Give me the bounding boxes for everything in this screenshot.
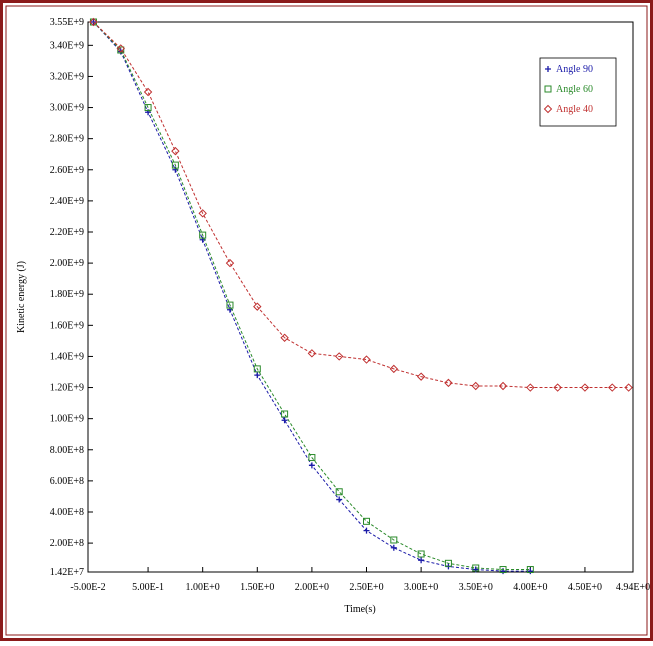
y-tick-label: 1.20E+9 bbox=[50, 383, 84, 394]
y-tick-label: 2.60E+9 bbox=[50, 165, 84, 176]
data-point bbox=[116, 44, 125, 53]
y-tick-label: 4.00E+8 bbox=[50, 507, 84, 518]
data-point bbox=[253, 302, 262, 311]
series-line bbox=[93, 21, 531, 572]
x-tick-label: 4.94E+0 bbox=[616, 582, 650, 593]
data-point bbox=[608, 383, 617, 392]
y-tick-label: 1.60E+9 bbox=[50, 320, 84, 331]
data-point bbox=[499, 566, 507, 574]
data-point bbox=[143, 87, 153, 97]
data-point bbox=[253, 365, 261, 373]
data-point bbox=[580, 383, 590, 392]
data-point bbox=[334, 352, 344, 361]
y-tick-label: 2.00E+8 bbox=[50, 538, 84, 549]
legend-marker bbox=[544, 85, 552, 93]
data-point bbox=[307, 349, 317, 358]
data-point bbox=[199, 231, 207, 239]
series-line bbox=[93, 21, 531, 571]
y-tick-label: 1.40E+9 bbox=[50, 351, 84, 362]
data-point bbox=[117, 46, 125, 54]
data-point bbox=[336, 496, 343, 503]
y-tick-label: 2.40E+9 bbox=[50, 196, 84, 207]
data-point bbox=[226, 301, 234, 309]
data-point bbox=[362, 355, 371, 364]
data-point bbox=[416, 372, 426, 381]
data-point bbox=[472, 566, 479, 573]
y-tick-label: 2.20E+9 bbox=[50, 227, 84, 238]
data-point bbox=[144, 104, 152, 112]
data-point bbox=[624, 383, 633, 392]
x-tick-label: 1.00E+0 bbox=[186, 582, 220, 593]
data-point bbox=[281, 417, 288, 424]
x-tick-label: 4.50E+0 bbox=[568, 582, 602, 593]
x-tick-label: 3.50E+0 bbox=[459, 582, 493, 593]
x-tick-label: 2.50E+0 bbox=[349, 582, 383, 593]
data-point bbox=[472, 564, 480, 572]
y-tick-label: 8.00E+8 bbox=[50, 445, 84, 456]
data-point bbox=[444, 559, 452, 567]
y-tick-label: 3.20E+9 bbox=[50, 71, 84, 82]
y-tick-label: 1.42E+7 bbox=[50, 567, 84, 578]
legend-marker bbox=[543, 104, 553, 114]
data-point bbox=[498, 381, 508, 391]
data-point bbox=[526, 383, 535, 392]
data-point bbox=[418, 557, 425, 564]
y-tick-label: 3.40E+9 bbox=[50, 40, 84, 51]
data-point bbox=[390, 544, 397, 551]
x-tick-label: 5.00E-1 bbox=[132, 582, 164, 593]
data-point bbox=[198, 209, 207, 218]
plot-area bbox=[87, 21, 634, 573]
data-point bbox=[390, 536, 398, 544]
x-axis-label: Time(s) bbox=[344, 604, 375, 615]
data-point bbox=[500, 568, 507, 575]
data-point bbox=[171, 146, 180, 156]
legend-label: Angle 90 bbox=[556, 64, 593, 75]
data-point bbox=[225, 258, 235, 268]
inner-frame bbox=[5, 5, 648, 636]
legend-marker bbox=[545, 66, 551, 72]
legend-box bbox=[539, 57, 617, 127]
y-tick-label: 2.00E+9 bbox=[50, 258, 84, 269]
data-point bbox=[363, 527, 370, 534]
y-tick-label: 3.55E+9 bbox=[50, 17, 84, 28]
data-point bbox=[553, 383, 562, 392]
data-point bbox=[89, 17, 98, 27]
data-point bbox=[90, 19, 97, 25]
series-line bbox=[93, 21, 629, 389]
x-tick-label: 1.50E+0 bbox=[240, 582, 274, 593]
x-tick-label: -5.00E-2 bbox=[70, 582, 105, 593]
legend-label: Angle 40 bbox=[556, 104, 593, 115]
data-point bbox=[527, 568, 534, 575]
data-point bbox=[280, 333, 289, 342]
data-point bbox=[417, 550, 425, 558]
x-tick-label: 3.00E+0 bbox=[404, 582, 438, 593]
data-point bbox=[444, 378, 453, 388]
data-point bbox=[281, 410, 289, 418]
data-point bbox=[471, 381, 480, 391]
legend-label: Angle 60 bbox=[556, 84, 593, 95]
y-tick-label: 1.00E+9 bbox=[50, 414, 84, 425]
y-tick-label: 3.00E+9 bbox=[50, 103, 84, 114]
y-axis-label: Kinetic energy (J) bbox=[16, 261, 27, 333]
y-tick-label: 2.80E+9 bbox=[50, 134, 84, 145]
y-tick-label: 1.80E+9 bbox=[50, 289, 84, 300]
data-point bbox=[389, 364, 399, 374]
y-tick-label: 6.00E+8 bbox=[50, 476, 84, 487]
data-point bbox=[308, 454, 316, 462]
data-point bbox=[335, 488, 343, 496]
data-point bbox=[308, 462, 315, 469]
x-tick-label: 2.00E+0 bbox=[295, 582, 329, 593]
data-point bbox=[171, 161, 179, 169]
data-point bbox=[363, 517, 371, 525]
data-point bbox=[526, 566, 534, 574]
x-tick-label: 4.00E+0 bbox=[513, 582, 547, 593]
data-point bbox=[254, 372, 261, 379]
